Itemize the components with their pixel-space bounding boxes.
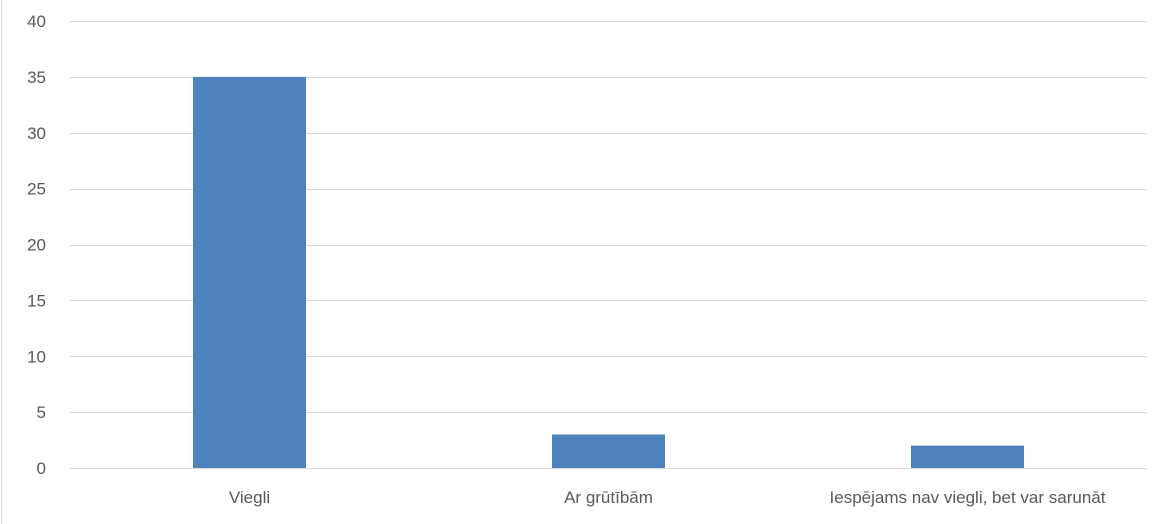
y-tick-label: 15 bbox=[27, 291, 46, 310]
bar bbox=[552, 434, 665, 468]
x-category-label: Viegli bbox=[229, 488, 270, 507]
bar bbox=[911, 445, 1024, 468]
y-axis-tick-labels: 0 5 10 15 20 25 30 35 40 bbox=[27, 12, 46, 478]
bar bbox=[193, 76, 306, 468]
bars bbox=[193, 76, 1024, 468]
x-category-label: Ar grūtībām bbox=[564, 488, 653, 507]
y-tick-label: 10 bbox=[27, 347, 46, 366]
y-tick-label: 30 bbox=[27, 124, 46, 143]
y-tick-label: 40 bbox=[27, 12, 46, 31]
y-tick-label: 25 bbox=[27, 180, 46, 199]
y-tick-label: 5 bbox=[37, 403, 46, 422]
y-tick-label: 0 bbox=[37, 459, 46, 478]
x-category-label: Iespējams nav viegli, bet var sarunāt bbox=[830, 488, 1106, 507]
y-tick-label: 35 bbox=[27, 68, 46, 87]
y-tick-label: 20 bbox=[27, 236, 46, 255]
x-axis-category-labels: Viegli Ar grūtībām Iespējams nav viegli, b… bbox=[229, 488, 1106, 507]
